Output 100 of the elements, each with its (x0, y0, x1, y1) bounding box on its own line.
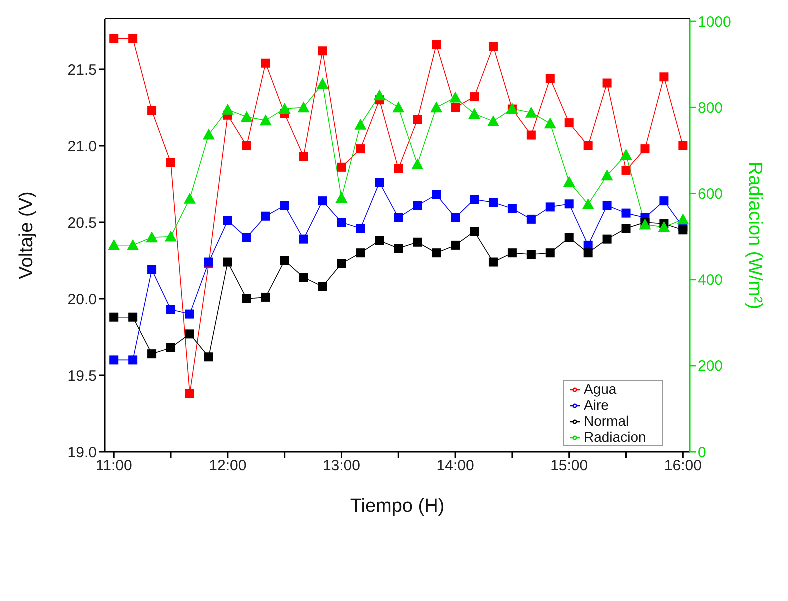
y-tick-label: 21.5 (68, 62, 97, 79)
y-axis-title: Voltaje (V) (16, 192, 38, 280)
point (451, 213, 460, 222)
point (261, 212, 270, 221)
point (451, 103, 460, 112)
point (242, 233, 252, 242)
point (148, 350, 157, 359)
point (299, 273, 308, 282)
point (678, 141, 688, 150)
point (354, 118, 367, 130)
point (488, 198, 498, 208)
point (602, 78, 612, 88)
point (110, 312, 119, 322)
point (185, 389, 194, 398)
point (413, 238, 422, 247)
point (470, 92, 480, 102)
point (166, 343, 176, 352)
point (584, 248, 593, 258)
point (318, 46, 328, 56)
point (184, 192, 196, 204)
y2-tick-label: 400 (698, 272, 724, 290)
point (470, 195, 480, 204)
point (394, 213, 404, 222)
point (337, 218, 346, 227)
point (432, 40, 442, 50)
point (470, 227, 480, 236)
point (318, 282, 328, 292)
point (639, 218, 652, 230)
point (508, 204, 517, 214)
point (280, 256, 290, 266)
point (392, 102, 405, 113)
point (582, 198, 594, 210)
point (110, 34, 119, 44)
point (223, 258, 232, 267)
point (450, 92, 462, 103)
point (165, 230, 178, 242)
point (146, 232, 158, 243)
point (316, 78, 329, 89)
point (148, 265, 157, 274)
point (242, 294, 252, 304)
point (488, 42, 498, 52)
point (601, 170, 614, 181)
x-tick-label: 12:00 (209, 458, 247, 475)
point (108, 239, 120, 250)
point (336, 192, 348, 204)
y-tick-label: 20.5 (68, 214, 97, 232)
point (128, 356, 138, 365)
point (298, 102, 310, 113)
point (185, 330, 194, 339)
point (584, 141, 593, 150)
point (564, 233, 574, 242)
point (660, 196, 669, 206)
point (658, 221, 670, 232)
point (261, 292, 270, 302)
point (166, 158, 176, 168)
point (375, 178, 384, 188)
point (278, 102, 291, 114)
point (261, 58, 270, 68)
point (622, 224, 631, 234)
point (451, 240, 460, 250)
point (622, 166, 631, 175)
x-tick-label: 15:00 (550, 458, 588, 475)
point (413, 115, 422, 124)
point (240, 111, 253, 122)
point (185, 310, 194, 319)
point (166, 305, 176, 314)
point (128, 312, 138, 322)
legend-label: Aire (584, 397, 609, 413)
point (622, 208, 631, 218)
point (128, 34, 138, 44)
point (280, 201, 290, 210)
point (525, 106, 538, 118)
point (356, 144, 366, 154)
x-tick-label: 11:00 (96, 458, 132, 475)
point (546, 248, 555, 258)
point (375, 236, 384, 246)
y2-tick-label: 600 (698, 186, 724, 204)
point (204, 352, 214, 362)
point (564, 118, 574, 128)
point (337, 162, 346, 172)
x-tick-label: 13:00 (322, 458, 361, 475)
point (222, 104, 234, 115)
point (223, 216, 232, 226)
point (110, 356, 119, 365)
legend-label: Normal (584, 413, 630, 429)
point (242, 141, 252, 150)
y2-tick-label: 800 (698, 100, 724, 117)
point (412, 158, 424, 170)
point (394, 164, 404, 174)
point (487, 115, 500, 126)
point (356, 248, 366, 258)
point (148, 106, 157, 116)
y-tick-label: 21.0 (68, 138, 97, 156)
point (318, 196, 328, 206)
point (660, 72, 669, 82)
point (620, 149, 632, 160)
point (526, 214, 536, 224)
legend-label: Agua (584, 381, 617, 397)
legend-label: Radiacion (584, 429, 646, 445)
y2-axis-title: Radiacion (W/m²) (744, 162, 766, 310)
